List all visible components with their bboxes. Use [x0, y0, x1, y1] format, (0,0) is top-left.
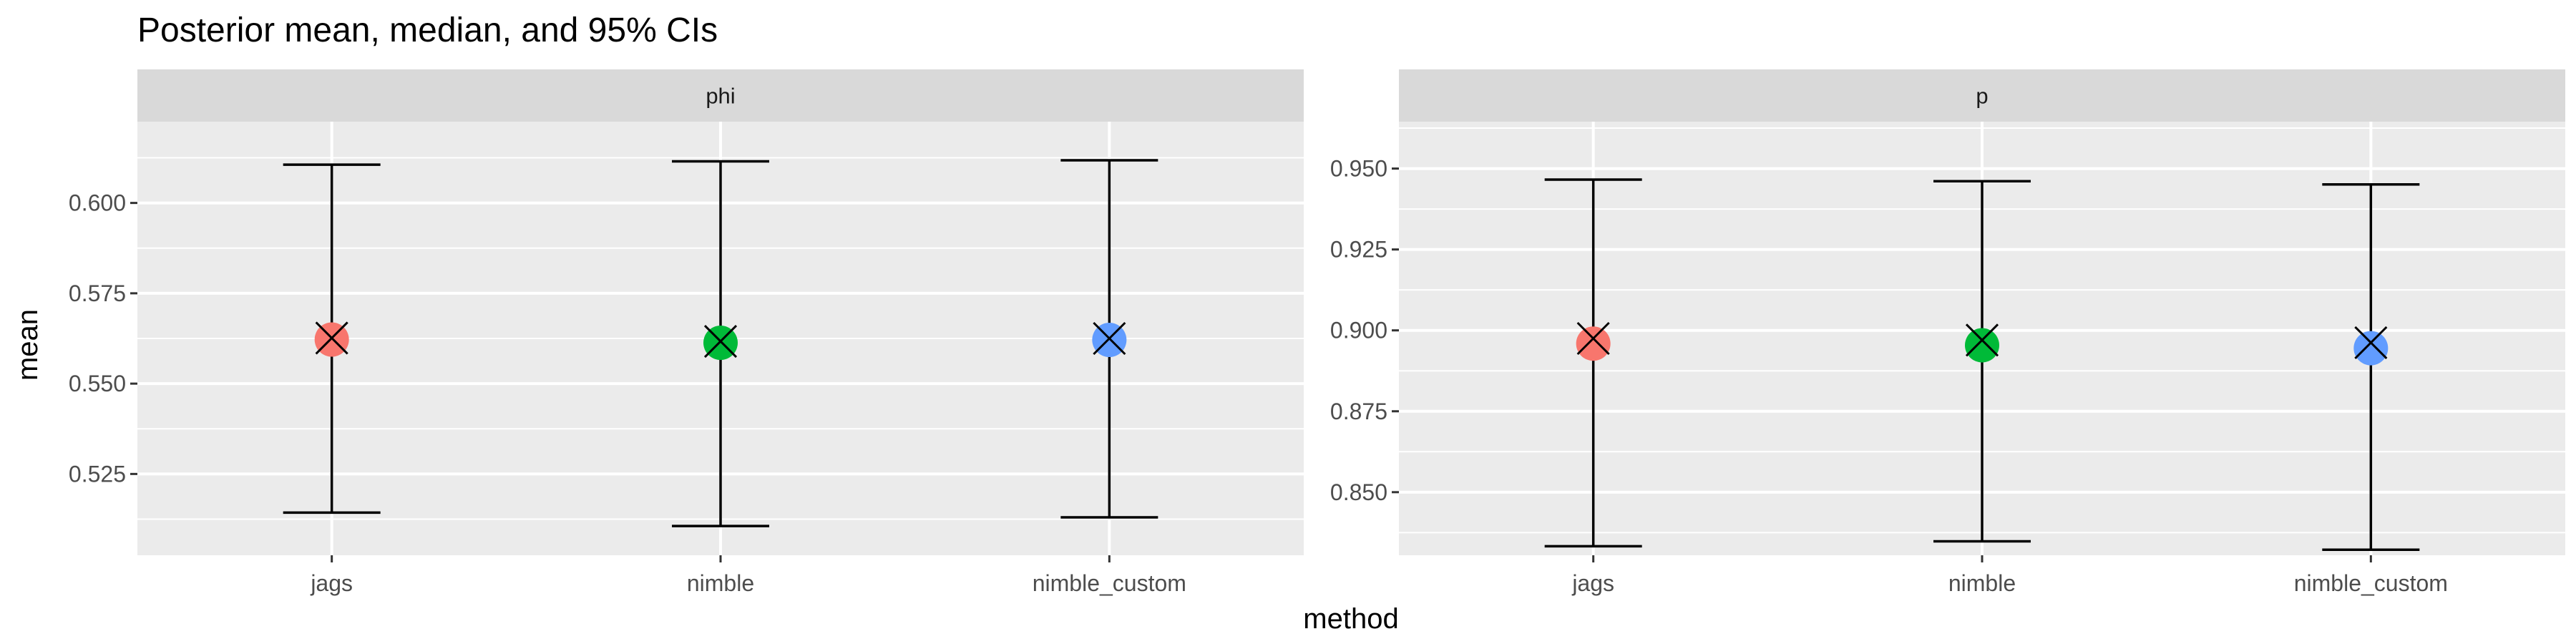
- chart-title: Posterior mean, median, and 95% CIs: [137, 11, 718, 49]
- y-tick-label: 0.900: [1330, 318, 1387, 343]
- x-tick-label: nimble_custom: [1033, 570, 1186, 596]
- chart-panels: 0.525 0.550 0.575 0.600 jags nimble nimble_cus…: [69, 69, 2565, 596]
- panel-strip: [137, 69, 1304, 122]
- x-tick-label: nimble_custom: [2294, 570, 2448, 596]
- panel-strip: [1399, 69, 2565, 122]
- median-cross-nimble_custom: [2354, 326, 2388, 359]
- y-tick-label: 0.550: [69, 371, 126, 396]
- panel-p: 0.850 0.875 0.900 0.925 0.950 jags nimble nimbl…: [1330, 69, 2565, 596]
- median-cross-nimble: [703, 324, 738, 358]
- x-tick-label: jags: [310, 570, 353, 596]
- y-axis-title: mean: [12, 309, 44, 381]
- x-axis-title: method: [1303, 603, 1398, 635]
- y-tick-label: 0.875: [1330, 399, 1387, 424]
- panel-strip-label: p: [1976, 84, 1988, 109]
- y-tick-label: 0.525: [69, 461, 126, 487]
- median-cross-jags: [1576, 321, 1610, 356]
- panel-phi: 0.525 0.550 0.575 0.600 jags nimble nimble_cus…: [69, 69, 1304, 596]
- y-tick-label: 0.850: [1330, 479, 1387, 505]
- panel-strip-label: phi: [706, 84, 735, 109]
- y-tick-label: 0.575: [69, 280, 126, 306]
- y-tick-label: 0.600: [69, 190, 126, 216]
- x-tick-label: jags: [1571, 570, 1614, 596]
- median-cross-nimble: [1965, 323, 1999, 357]
- median-cross-jags: [315, 321, 348, 355]
- median-cross-nimble_custom: [1093, 321, 1126, 356]
- mean-point-nimble: [1965, 328, 1999, 363]
- y-tick-label: 0.925: [1330, 237, 1387, 263]
- mean-point-jags: [1576, 326, 1611, 361]
- x-tick-label: nimble: [687, 570, 754, 596]
- y-tick-label: 0.950: [1330, 156, 1387, 182]
- mean-point-nimble_custom: [2353, 331, 2389, 366]
- x-tick-label: nimble: [1948, 570, 2016, 596]
